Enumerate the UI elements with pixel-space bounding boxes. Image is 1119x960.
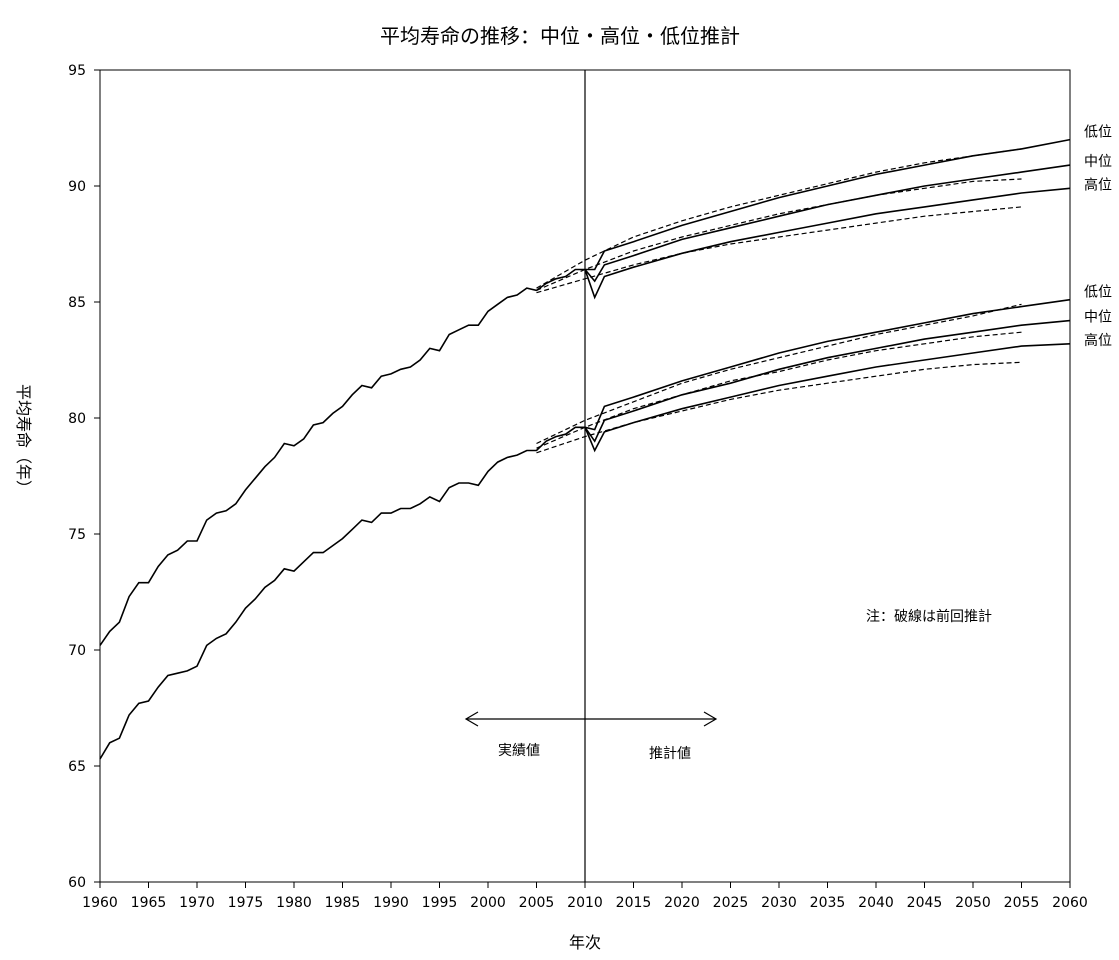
series-end-label: 中位 <box>1084 310 1112 326</box>
x-axis: 1960 1965 1970 1975 1980 1985 1990 1995 2000 2005… <box>82 882 1088 911</box>
y-tick-label: 65 <box>68 759 86 775</box>
x-tick-label: 2015 <box>616 895 652 911</box>
series-line-female-projection-4 <box>584 187 1071 300</box>
x-tick-label: 2050 <box>955 895 991 911</box>
x-tick-label: 2005 <box>519 895 555 911</box>
series-line-female-previous-10 <box>536 206 1022 294</box>
note-label: 注：破線は前回推計 <box>866 608 992 625</box>
series-layer <box>99 138 1071 760</box>
x-tick-label: 2035 <box>810 895 846 911</box>
series-end-label: 低位 <box>1084 285 1112 301</box>
x-tick-label: 2020 <box>664 895 700 911</box>
series-line-female-actual-0 <box>99 268 585 646</box>
x-tick-label: 1980 <box>276 895 312 911</box>
y-tick-label: 85 <box>68 295 86 311</box>
y-tick-label: 90 <box>68 179 86 195</box>
x-tick-label: 1960 <box>82 895 118 911</box>
x-tick-label: 2030 <box>761 895 797 911</box>
y-tick-label: 60 <box>68 875 86 891</box>
x-tick-label: 1965 <box>131 895 167 911</box>
actual-label: 実績値 <box>498 743 540 759</box>
projection-label: 推計値 <box>649 746 691 762</box>
period-arrow <box>464 711 718 727</box>
x-tick-label: 1970 <box>179 895 215 911</box>
arrow-right-icon <box>703 711 718 727</box>
series-line-male-projection-5 <box>584 298 1071 431</box>
series-line-female-previous-9 <box>536 178 1022 291</box>
x-tick-label: 2055 <box>1004 895 1040 911</box>
chart-title: 平均寿命の推移：中位・高位・低位推計 <box>380 24 740 48</box>
x-tick-label: 2045 <box>907 895 943 911</box>
x-axis-title: 年次 <box>569 933 601 952</box>
x-tick-label: 1990 <box>373 895 409 911</box>
x-tick-label: 1975 <box>228 895 264 911</box>
arrow-left-icon <box>464 711 479 727</box>
x-tick-label: 2000 <box>470 895 506 911</box>
series-line-male-previous-13 <box>536 361 1022 454</box>
y-tick-label: 80 <box>68 411 86 427</box>
series-line-male-previous-12 <box>536 331 1022 449</box>
x-tick-label: 1985 <box>325 895 361 911</box>
series-line-female-projection-3 <box>584 164 1071 283</box>
series-line-male-previous-11 <box>536 303 1022 445</box>
y-axis-title: 平均寿命（年） <box>14 384 33 496</box>
series-line-female-previous-8 <box>536 148 1022 289</box>
x-tick-label: 2025 <box>713 895 749 911</box>
series-line-male-actual-1 <box>99 426 585 760</box>
series-end-label: 高位 <box>1084 176 1112 193</box>
y-tick-label: 75 <box>68 527 86 543</box>
x-tick-label: 2060 <box>1052 895 1088 911</box>
series-end-label: 中位 <box>1084 154 1112 170</box>
series-line-male-projection-7 <box>584 343 1071 453</box>
x-tick-label: 2010 <box>567 895 603 911</box>
y-tick-label: 95 <box>68 63 86 79</box>
series-end-label: 高位 <box>1084 332 1112 349</box>
series-end-label: 低位 <box>1084 125 1112 141</box>
x-tick-label: 2040 <box>858 895 894 911</box>
y-tick-label: 70 <box>68 643 86 659</box>
x-tick-label: 1995 <box>422 895 458 911</box>
y-axis: 60 65 70 75 80 85 90 95 <box>68 63 100 891</box>
